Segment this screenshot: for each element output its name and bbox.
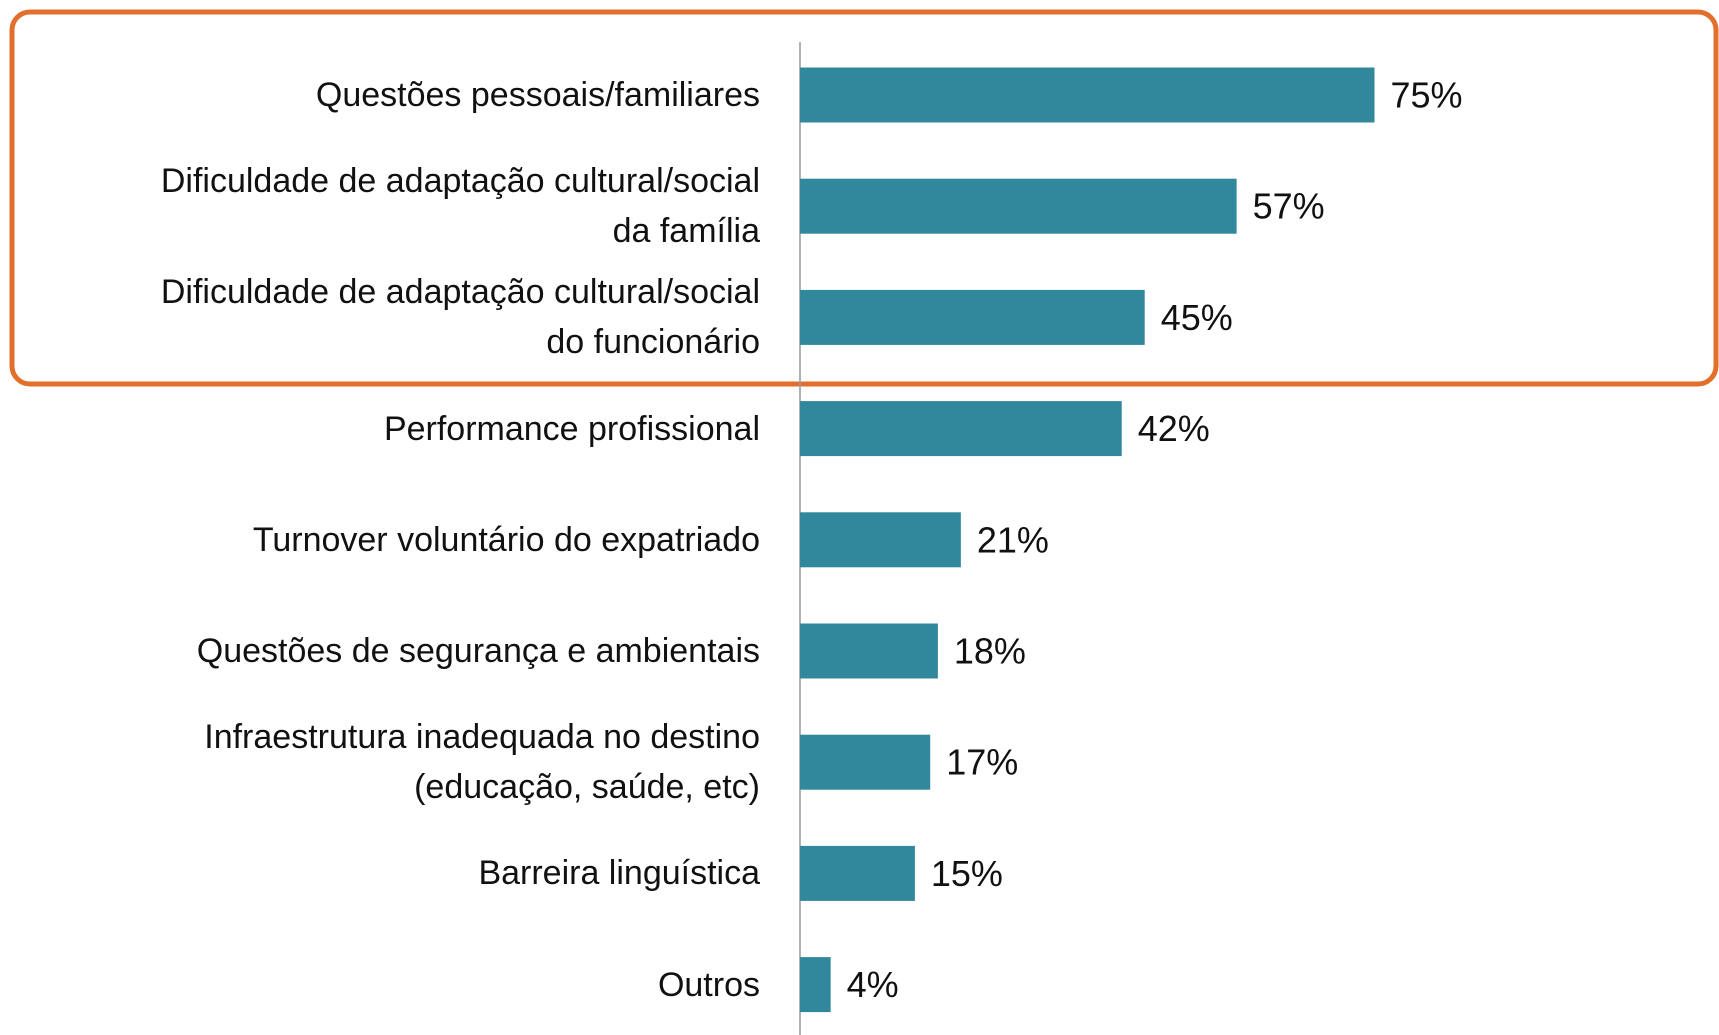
- value-label: 4%: [847, 964, 899, 1005]
- bar: [800, 957, 831, 1013]
- value-label: 42%: [1138, 408, 1210, 449]
- highlight-box: [9, 9, 1719, 387]
- bar: [800, 734, 931, 790]
- value-label: 45%: [1161, 297, 1233, 338]
- bar: [800, 178, 1237, 234]
- value-label: 21%: [977, 519, 1049, 560]
- category-label: Infraestrutura inadequada no destino (ed…: [204, 718, 760, 807]
- category-label: Turnover voluntário do expatriado: [252, 520, 760, 559]
- bar: [800, 512, 961, 568]
- bar: [800, 623, 938, 679]
- category-label: Performance profissional: [383, 409, 760, 448]
- bar: [800, 67, 1375, 123]
- bar: [800, 845, 915, 901]
- bar: [800, 401, 1122, 457]
- value-label: 15%: [931, 853, 1003, 894]
- category-label: Questões pessoais/familiares: [315, 76, 760, 114]
- bar: [800, 289, 1145, 345]
- category-label: Dificuldade de adaptação cultural/social…: [160, 162, 760, 251]
- value-label: 17%: [946, 742, 1018, 783]
- category-label: Outros: [657, 965, 760, 1004]
- value-label: 75%: [1391, 75, 1463, 116]
- value-label: 57%: [1253, 186, 1325, 227]
- value-label: 18%: [954, 631, 1026, 672]
- category-label: Questões de segurança e ambientais: [196, 632, 760, 670]
- category-label: Dificuldade de adaptação cultural/social…: [160, 273, 760, 362]
- category-label: Barreira linguística: [478, 854, 760, 893]
